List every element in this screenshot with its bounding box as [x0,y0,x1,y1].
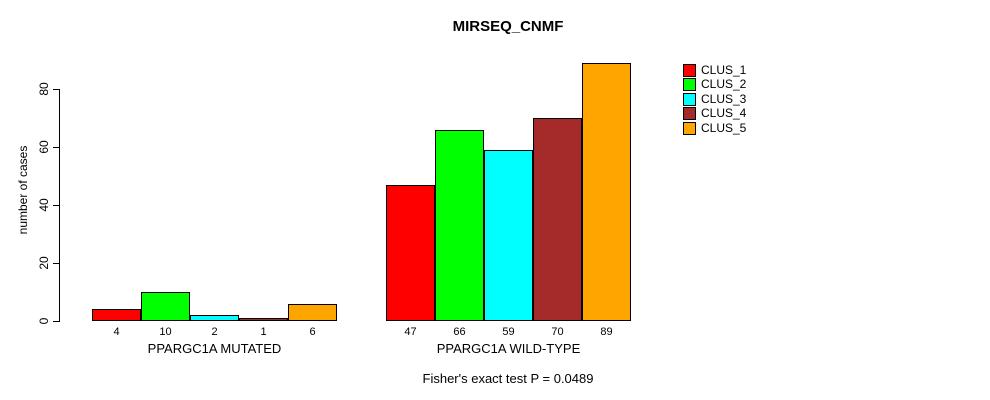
bar-value-label: 10 [159,326,172,338]
y-tick [53,89,60,90]
y-axis-title: number of cases [16,145,30,235]
bar-value-label: 89 [600,326,613,338]
y-tick [53,321,60,322]
bar-clus_2-2 [435,130,484,321]
legend-label: CLUS_1 [701,63,747,77]
bar-value-label: 2 [211,326,218,338]
bar-clus_3-1 [190,315,239,321]
bar-value-label: 47 [404,326,417,338]
bar-value-label: 1 [260,326,267,338]
y-tick-label: 20 [37,256,51,270]
bar-clus_4-1 [239,318,288,321]
bar-value-label: 6 [309,326,316,338]
bar-clus_1-2 [386,185,435,321]
bar-clus_1-1 [92,309,141,321]
footer-annotation: Fisher's exact test P = 0.0489 [422,371,594,386]
x-group-label: PPARGC1A WILD-TYPE [436,341,581,356]
legend-label: CLUS_2 [701,77,747,92]
bar-value-label: 59 [502,326,515,338]
bar-clus_5-2 [582,63,631,321]
legend-swatch-clus_1 [683,64,696,77]
bar-value-label: 70 [551,326,564,338]
bar-clus_5-1 [288,304,337,321]
legend-label: CLUS_3 [701,91,747,106]
bar-value-label: 66 [453,326,466,338]
bar-clus_2-1 [141,292,190,321]
y-tick [53,147,60,148]
y-tick [53,205,60,206]
bar-clus_3-2 [484,150,533,321]
chart-title: MIRSEQ_CNMF [452,18,564,35]
bar-clus_4-2 [533,118,582,321]
legend-label: CLUS_5 [701,120,747,135]
y-tick-label: 80 [37,82,51,96]
legend-label: CLUS_4 [701,106,747,121]
y-tick-label: 40 [37,198,51,212]
y-tick [53,263,60,264]
legend-swatch-clus_4 [683,107,696,121]
y-tick-label: 0 [37,317,51,325]
legend-swatch-clus_5 [683,121,696,135]
bar-value-label: 4 [113,326,120,338]
legend-swatch-clus_2 [683,78,696,92]
x-group-label: PPARGC1A MUTATED [147,341,282,356]
y-tick-label: 60 [37,140,51,154]
legend-swatch-clus_3 [683,92,696,106]
